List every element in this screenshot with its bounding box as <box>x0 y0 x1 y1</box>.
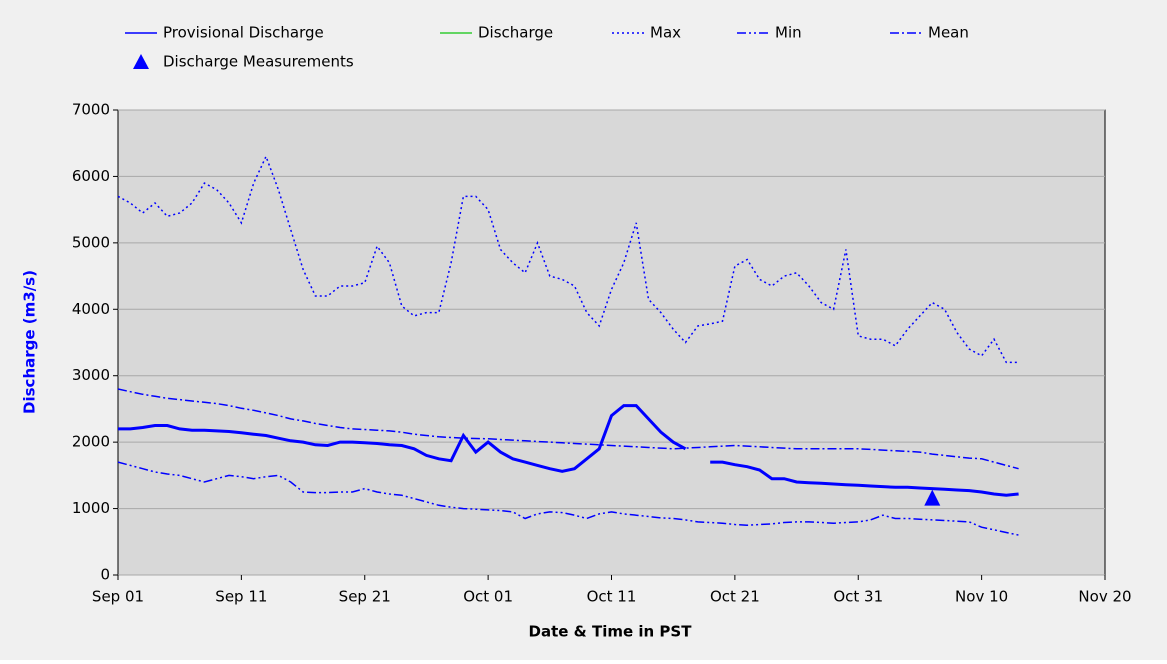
y-axis-label: Discharge (m3/s) <box>21 270 39 414</box>
y-tick-label: 3000 <box>72 366 110 384</box>
y-tick-label: 2000 <box>72 433 110 451</box>
measurement-marker <box>924 489 941 506</box>
legend-label: Provisional Discharge <box>163 24 324 42</box>
series-line <box>118 404 1019 497</box>
x-tick-label: Oct 01 <box>463 588 513 606</box>
legend-label: Min <box>775 24 802 42</box>
x-tick-label: Nov 20 <box>1078 588 1131 606</box>
x-tick-label: Oct 21 <box>710 588 760 606</box>
y-tick-label: 7000 <box>72 101 110 119</box>
x-tick-label: Oct 11 <box>587 588 637 606</box>
y-tick-label: 5000 <box>72 233 110 251</box>
series-line <box>117 154 1019 364</box>
x-tick-label: Sep 21 <box>339 588 391 606</box>
x-axis-label: Date & Time in PST <box>529 623 693 641</box>
y-tick-label: 1000 <box>72 499 110 517</box>
x-tick-label: Oct 31 <box>833 588 883 606</box>
legend-label: Discharge <box>478 24 553 42</box>
legend-label: Discharge Measurements <box>163 53 354 71</box>
y-tick-label: 0 <box>100 566 110 584</box>
series-line <box>117 461 1019 536</box>
legend-label: Max <box>650 24 681 42</box>
x-tick-label: Sep 01 <box>92 588 144 606</box>
y-tick-label: 4000 <box>72 300 110 318</box>
y-tick-label: 6000 <box>72 167 110 185</box>
x-tick-label: Sep 11 <box>215 588 267 606</box>
x-tick-label: Nov 10 <box>955 588 1008 606</box>
legend-swatch <box>133 54 149 69</box>
plot-area <box>117 109 1106 576</box>
series-line <box>117 388 1019 470</box>
legend-label: Mean <box>928 24 969 42</box>
